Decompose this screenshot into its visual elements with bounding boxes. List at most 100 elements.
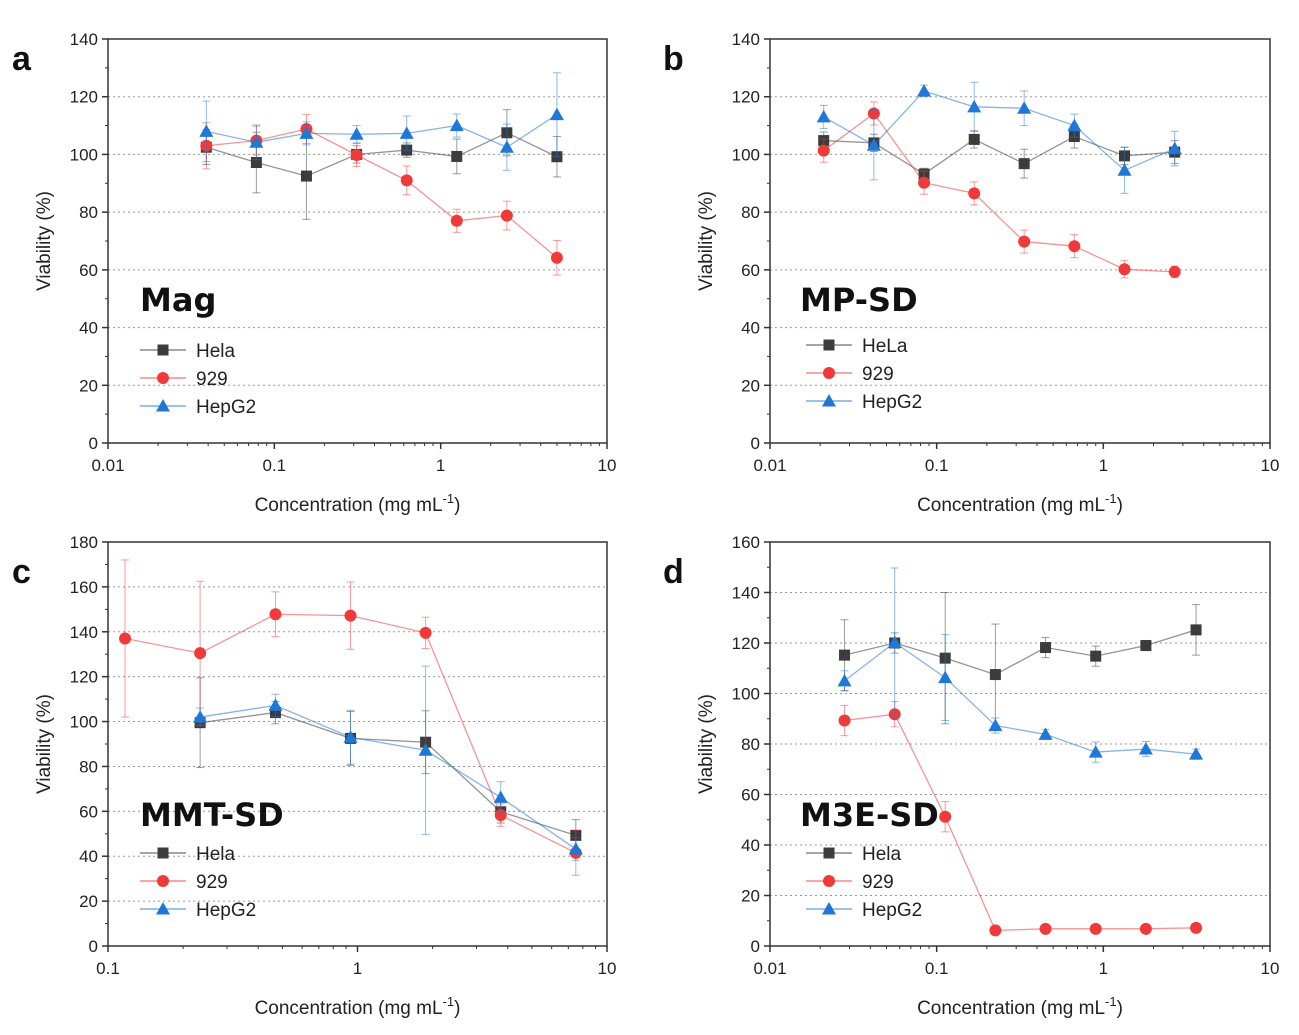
y-tick-label: 140 [732,584,760,603]
data-point [838,714,851,727]
y-tick-label: 20 [79,892,98,911]
y-tick-label: 60 [79,261,98,280]
data-point [1189,747,1204,760]
x-tick-label: 0.01 [753,959,786,978]
legend-label: HepG2 [862,392,922,413]
series-l929 [817,101,1181,279]
data-point [837,673,852,687]
legend-label: HepG2 [196,900,256,921]
data-point [493,790,508,803]
data-point [1018,235,1031,248]
y-tick-label: 80 [79,203,98,222]
legend-marker [823,875,835,887]
sample-label: M3E-SD [800,796,939,834]
legend-label: 929 [862,364,894,385]
series-hela [839,592,1202,726]
y-tick-label: 20 [79,376,98,395]
y-axis-title: Viability (%) [696,191,717,291]
data-point [917,83,932,97]
legend-marker [157,372,169,384]
x-tick-label: 1 [436,456,445,475]
data-point [343,730,358,743]
series-line [844,641,1197,755]
data-point [1139,922,1152,935]
data-point [350,149,363,162]
x-tick-label: 10 [1261,959,1280,978]
x-axis-title-sup: -1 [1105,491,1117,506]
series-line [844,713,1197,932]
legend-label: 929 [196,369,228,390]
x-axis-title: Concentration (mg mL-1) [917,491,1123,516]
data-point [299,126,314,139]
data-point [568,842,583,855]
y-tick-label: 100 [70,145,98,164]
data-point [1067,118,1082,132]
data-point [1168,265,1181,278]
panel-c: 0 20 40 60 80 100 120 140 160 180 0.1 1 10 Concentrat… [12,533,616,1019]
x-tick-label: 10 [598,456,617,475]
data-point [269,608,282,621]
legend-label: Hela [862,844,902,865]
series-line [844,629,1197,676]
x-axis-title-end: ) [454,998,460,1019]
y-tick-label: 140 [732,30,760,49]
x-tick-label: 1 [1099,456,1108,475]
data-point [1140,640,1152,652]
y-tick-label: 20 [741,887,760,906]
data-point [989,924,1002,937]
legend: Hela 929 HepG2 [806,844,922,921]
y-tick-label: 0 [751,937,760,956]
y-tick-label: 80 [741,203,760,222]
data-point [499,140,514,153]
y-axis-title: Viability (%) [34,694,55,794]
data-point [1190,624,1202,636]
x-tick-label: 10 [598,959,617,978]
sample-label: MMT-SD [140,796,284,834]
data-point [119,632,132,645]
panel-letter: c [12,553,31,591]
data-point [418,743,433,756]
legend-marker [823,339,835,351]
data-point [194,647,207,660]
x-axis-title: Concentration (mg mL-1) [917,994,1123,1019]
x-axis-title-text: Concentration (mg mL [917,998,1105,1019]
data-point [494,809,507,822]
y-tick-label: 120 [732,88,760,107]
x-axis-title-text: Concentration (mg mL [255,998,443,1019]
data-point [989,669,1001,681]
data-point [817,144,830,157]
data-point [349,127,364,140]
data-point [1118,263,1131,276]
y-tick-label: 20 [741,376,760,395]
legend: Hela 929 HepG2 [140,341,256,418]
data-point [249,135,264,148]
y-axis-title: Viability (%) [34,191,55,291]
plot-frame [107,38,608,444]
series-line [823,90,1175,172]
y-tick-label: 40 [79,319,98,338]
legend-label: 929 [196,872,228,893]
y-tick-label: 120 [70,88,98,107]
data-point [550,251,563,264]
data-point [839,649,851,661]
y-tick-label: 120 [70,668,98,687]
x-axis-title-sup: -1 [443,491,455,506]
x-tick-label: 0.1 [263,456,287,475]
legend-label: HepG2 [196,397,256,418]
x-axis-title-end: ) [454,495,460,516]
data-point [816,109,831,123]
data-point [450,214,463,227]
data-point [1090,650,1102,662]
data-point [967,99,982,113]
data-point [419,626,432,639]
series-line [200,704,577,850]
data-point [938,670,953,684]
x-axis-title-sup: -1 [1105,994,1117,1009]
plot-frame [769,541,1271,947]
data-point [988,718,1003,732]
data-point [1117,163,1132,176]
legend-label: HepG2 [862,900,922,921]
legend-marker [823,847,835,859]
plot-frame [107,541,608,947]
